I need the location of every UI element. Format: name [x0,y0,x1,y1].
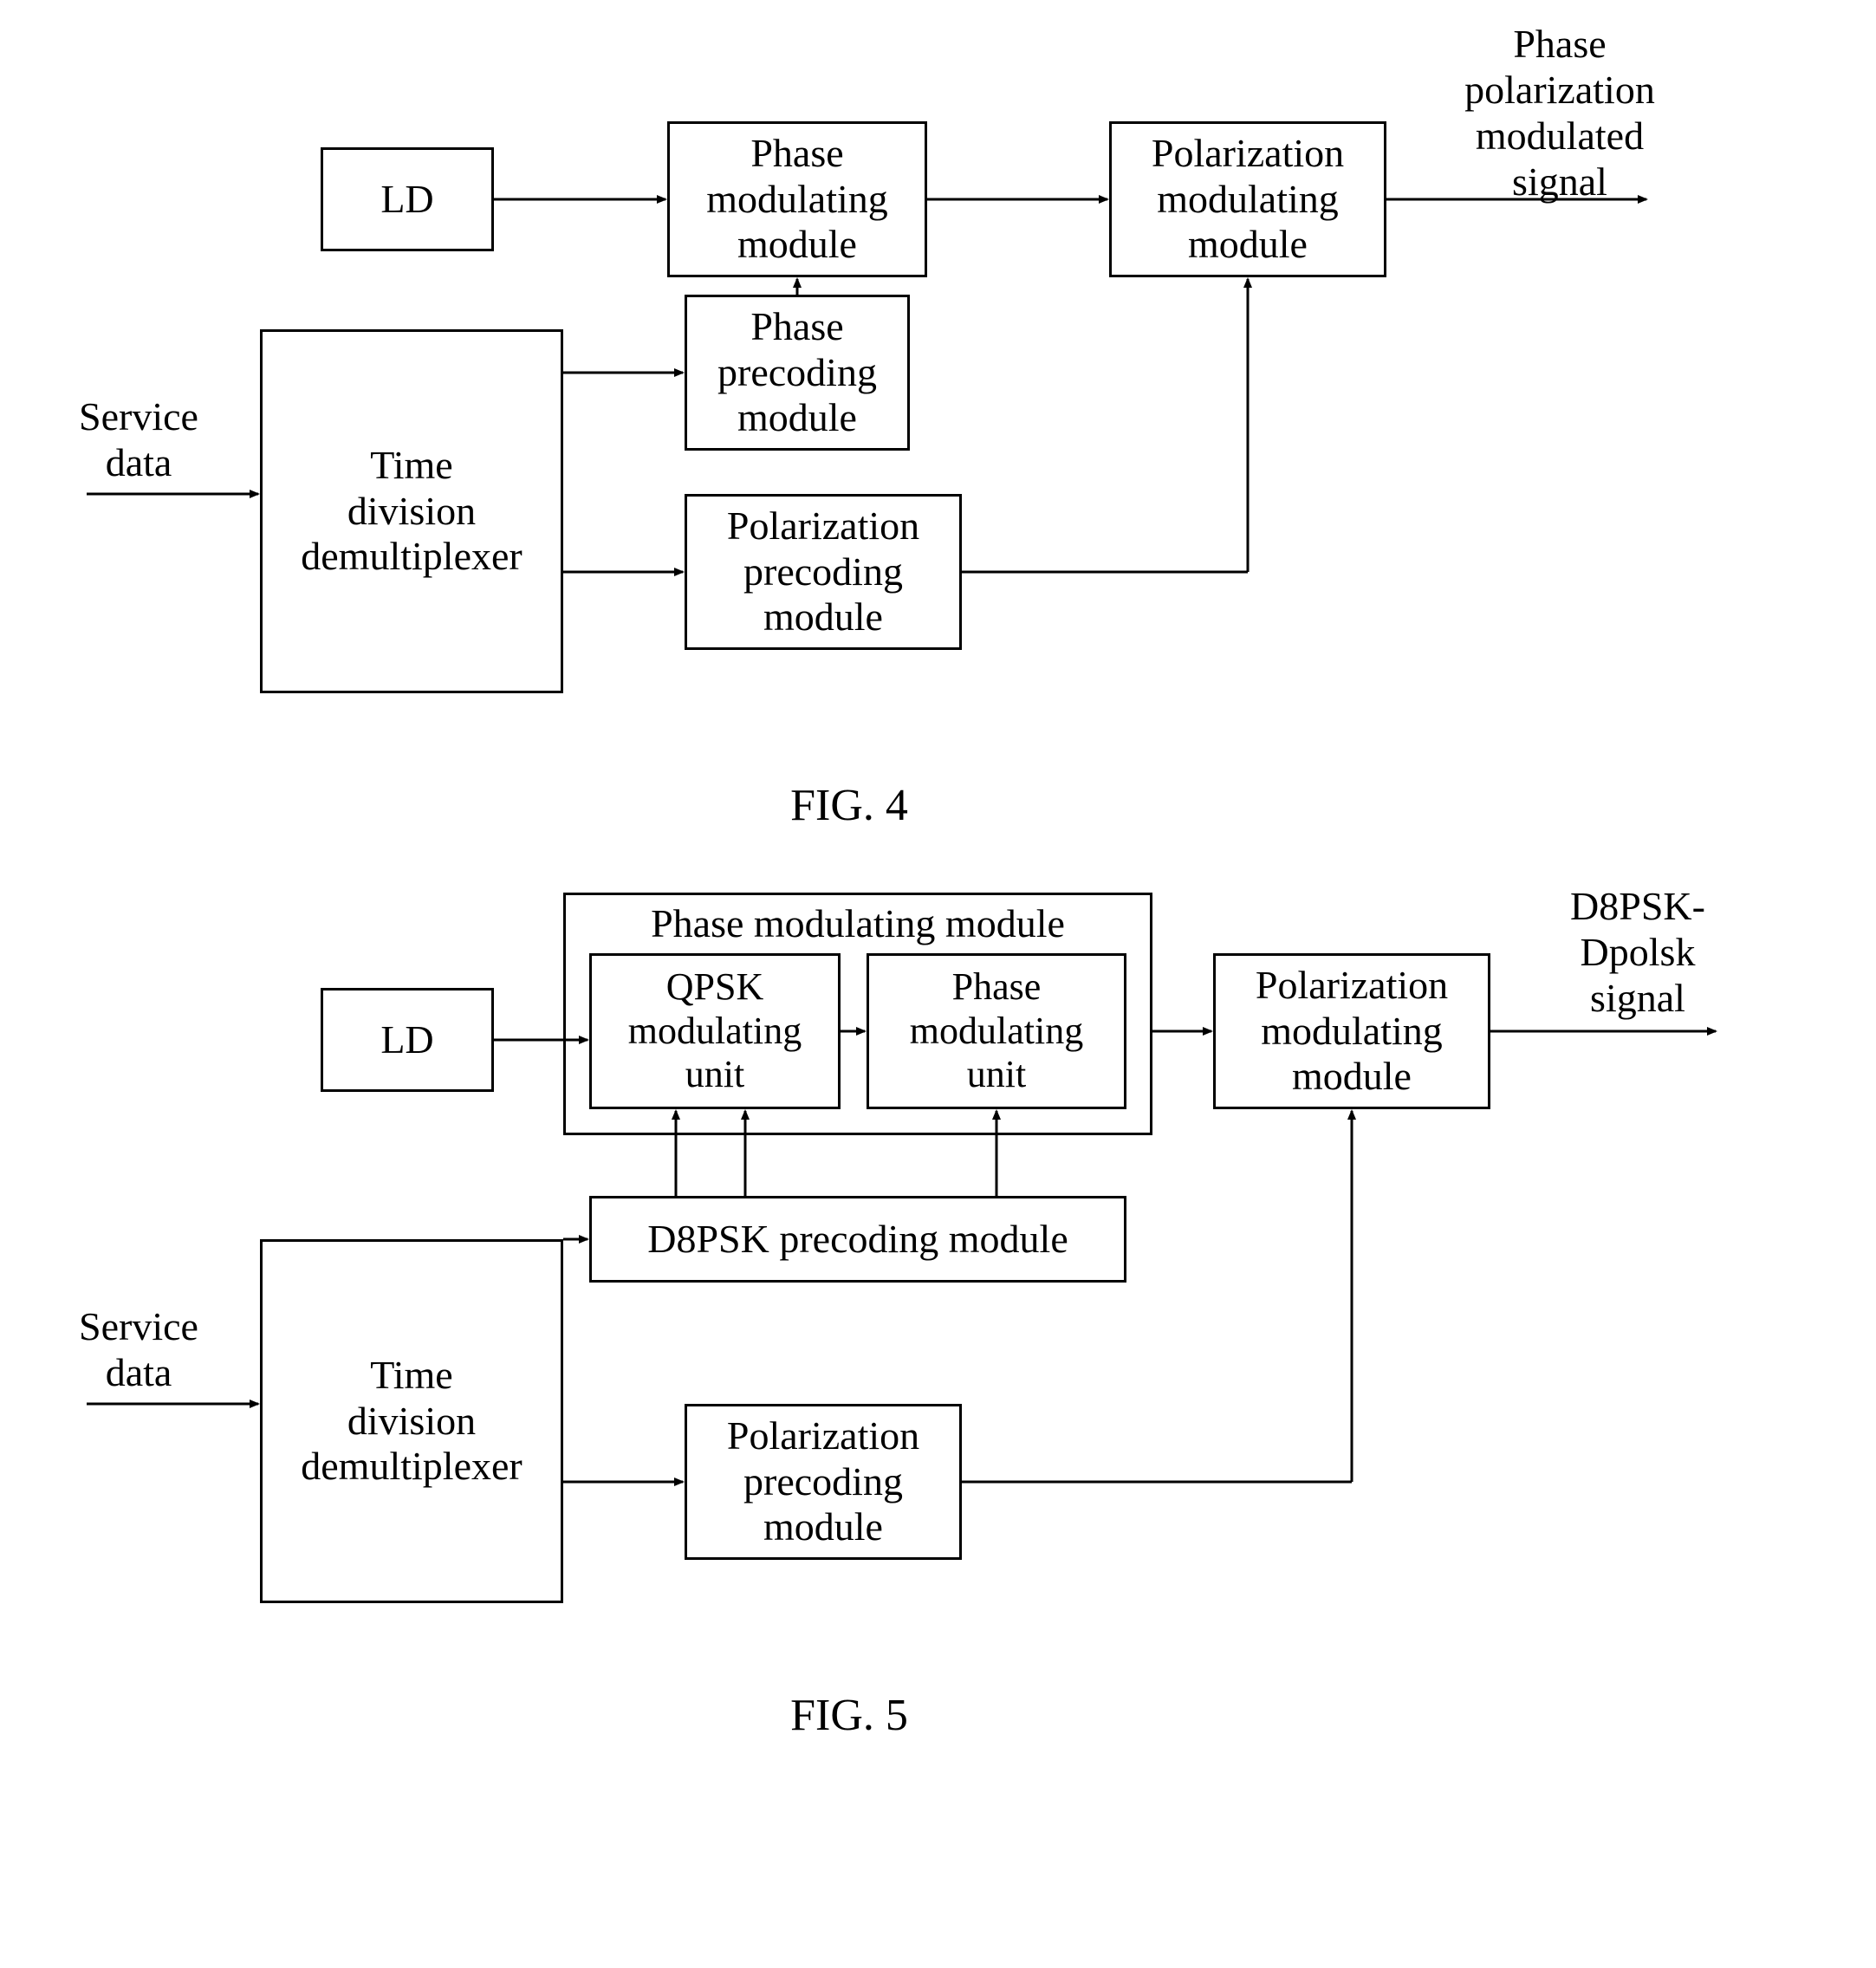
fig4-phase-mod-box: Phasemodulatingmodule [667,121,927,277]
fig5-phase-unit-box: Phasemodulatingunit [867,953,1126,1109]
fig5-pol-pre-label: Polarizationprecodingmodule [727,1413,919,1551]
fig5-pm-title: Phase modulating module [589,901,1126,947]
fig4-phase-pre-box: Phaseprecodingmodule [685,295,910,451]
fig5-tdm-label: Timedivisiondemultiplexer [301,1353,522,1491]
fig5-ld-box: LD [321,988,494,1092]
fig4-ld-box: LD [321,147,494,251]
fig5-ld-label: LD [380,1017,433,1063]
fig5-d8psk-pre-box: D8PSK precoding module [589,1196,1126,1283]
fig4-pol-mod-box: Polarizationmodulatingmodule [1109,121,1386,277]
fig5-pol-mod-box: Polarizationmodulatingmodule [1213,953,1490,1109]
fig5-output-label: D8PSK-Dpolsksignal [1525,884,1750,1022]
fig4-tdm-box: Timedivisiondemultiplexer [260,329,563,693]
fig5-pm-title-text: Phase modulating module [651,901,1065,945]
fig4-caption-text: FIG. 4 [790,781,908,830]
fig4-pol-mod-label: Polarizationmodulatingmodule [1152,131,1344,269]
fig5-input-text: Servicedata [79,1304,198,1394]
fig5-caption-text: FIG. 5 [790,1691,908,1740]
fig4-pol-pre-label: Polarizationprecodingmodule [727,503,919,641]
fig4-phase-pre-label: Phaseprecodingmodule [717,304,877,442]
fig4-input-label: Servicedata [52,394,225,486]
fig4-pol-pre-box: Polarizationprecodingmodule [685,494,962,650]
fig5-caption: FIG. 5 [719,1690,979,1742]
fig5-qpsk-box: QPSKmodulatingunit [589,953,841,1109]
fig5-qpsk-label: QPSKmodulatingunit [628,965,802,1097]
fig4-phase-mod-label: Phasemodulatingmodule [706,131,888,269]
fig4-output-text: Phasepolarizationmodulatedsignal [1464,22,1655,204]
fig5-d8psk-pre-label: D8PSK precoding module [647,1217,1068,1263]
fig5-pol-mod-label: Polarizationmodulatingmodule [1256,963,1448,1101]
fig5-pol-pre-box: Polarizationprecodingmodule [685,1404,962,1560]
fig4-caption: FIG. 4 [719,780,979,832]
fig5-tdm-box: Timedivisiondemultiplexer [260,1239,563,1603]
fig5-phase-unit-label: Phasemodulatingunit [910,965,1083,1097]
fig4-input-text: Servicedata [79,394,198,484]
fig4-tdm-label: Timedivisiondemultiplexer [301,443,522,581]
fig5-input-label: Servicedata [52,1304,225,1396]
fig4-ld-label: LD [380,177,433,223]
fig4-output-label: Phasepolarizationmodulatedsignal [1430,22,1690,205]
fig5-output-text: D8PSK-Dpolsksignal [1570,884,1705,1020]
